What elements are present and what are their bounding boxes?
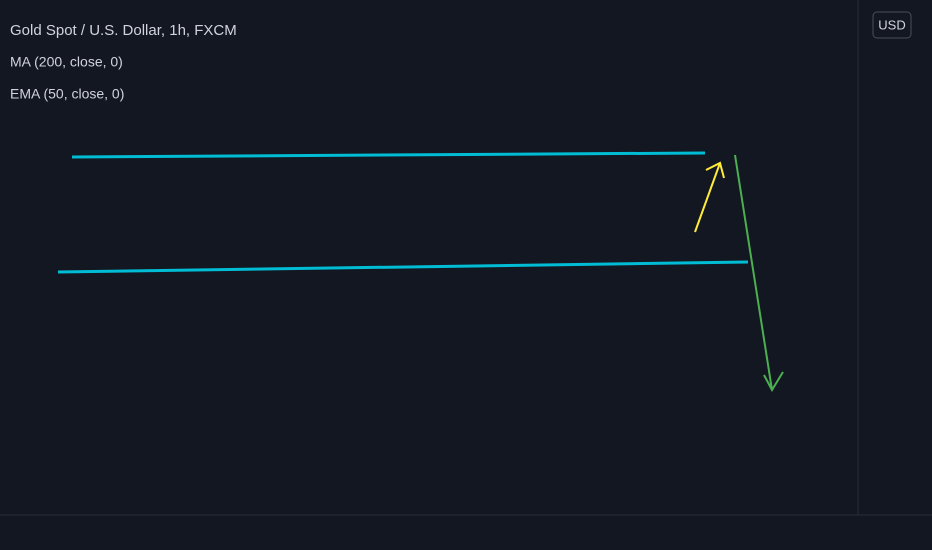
currency-button[interactable] xyxy=(872,11,912,39)
arrow-down xyxy=(734,154,773,391)
arrow-up-head xyxy=(705,161,725,179)
arrow-down-head xyxy=(763,371,784,393)
legend-entry: MA (200, close, 0) xyxy=(10,54,123,70)
legend-entry: EMA (50, close, 0) xyxy=(10,86,124,102)
drawings xyxy=(57,151,784,393)
arrow-up xyxy=(694,162,721,233)
chart-title: Gold Spot / U.S. Dollar, 1h, FXCM xyxy=(10,22,237,39)
currency[interactable]: USD xyxy=(878,17,905,32)
channel-bottom xyxy=(57,260,749,274)
channel-top xyxy=(71,151,706,159)
